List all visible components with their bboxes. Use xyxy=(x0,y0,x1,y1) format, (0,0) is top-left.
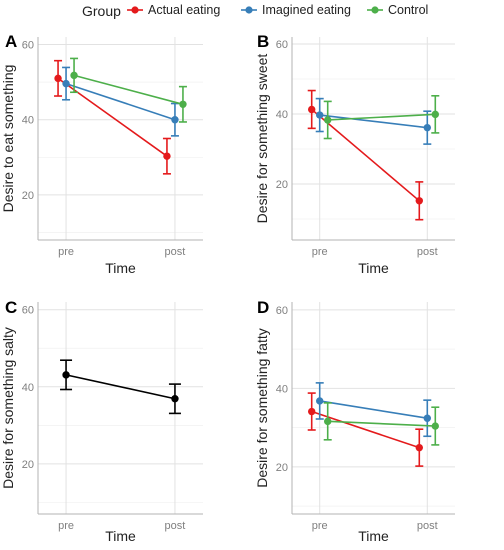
y-tick-label: 60 xyxy=(22,305,34,317)
panel-tag: B xyxy=(257,32,269,51)
x-axis-title: Time xyxy=(358,528,389,544)
data-point xyxy=(163,152,171,160)
data-point xyxy=(324,417,332,426)
y-tick-label: 60 xyxy=(276,305,288,317)
legend-title: Group xyxy=(82,3,121,19)
legend-key-dot xyxy=(131,6,139,14)
data-point xyxy=(431,422,439,430)
panel-b: B 20 40 60 pre post Time Desire for something s… xyxy=(254,32,455,276)
series-line xyxy=(57,77,168,157)
series xyxy=(307,392,424,467)
series-line xyxy=(319,114,428,129)
x-axis-title: Time xyxy=(105,528,136,544)
legend-entry: Actual eating xyxy=(127,3,220,17)
data-point xyxy=(308,105,316,114)
x-tick-label: post xyxy=(417,246,438,258)
y-tick-label: 60 xyxy=(22,40,34,52)
y-tick-label: 40 xyxy=(22,382,34,394)
y-axis-title: Desire for something salty xyxy=(0,327,16,489)
panel-c: C 20 40 60 pre post Time Desire for something s… xyxy=(0,298,203,544)
grid xyxy=(292,302,455,514)
data-point xyxy=(62,371,70,379)
y-tick-label: 20 xyxy=(22,190,34,202)
legend-label: Actual eating xyxy=(148,3,220,17)
x-tick-label: post xyxy=(165,520,186,532)
data-point xyxy=(423,123,431,132)
y-tick-label: 40 xyxy=(22,115,34,127)
legend-label: Imagined eating xyxy=(262,3,351,17)
series xyxy=(60,359,181,415)
series-line xyxy=(65,82,176,121)
series-line xyxy=(327,113,436,121)
y-axis-title: Desire for something fatty xyxy=(254,328,270,488)
grid xyxy=(38,302,203,514)
series xyxy=(323,402,440,446)
panel-d: D 20 40 60 pre post Time Desire for something f… xyxy=(254,298,455,544)
panel-tag: D xyxy=(257,298,269,317)
series xyxy=(54,59,171,175)
data-point xyxy=(316,111,324,119)
series xyxy=(62,66,179,137)
legend-entry: Imagined eating xyxy=(241,3,351,17)
data-point xyxy=(423,414,431,422)
y-tick-label: 20 xyxy=(276,179,288,191)
series-line xyxy=(311,410,420,449)
data-point xyxy=(171,116,179,124)
legend-entry: Control xyxy=(367,3,428,17)
grid xyxy=(292,37,455,240)
x-axis-title: Time xyxy=(358,260,389,276)
series-line xyxy=(311,108,420,202)
legend: Group Actual eating Imagined eating Contro… xyxy=(82,3,428,19)
data-point xyxy=(316,397,324,405)
series xyxy=(315,97,432,145)
series xyxy=(307,89,424,221)
legend-label: Control xyxy=(388,3,428,17)
data-point xyxy=(70,71,78,80)
y-tick-label: 20 xyxy=(276,462,288,474)
data-point xyxy=(324,116,332,124)
panel-tag: C xyxy=(5,298,17,317)
series-line xyxy=(327,420,436,427)
series xyxy=(315,382,432,438)
data-point xyxy=(171,395,179,403)
panel-tag: A xyxy=(5,32,17,51)
series xyxy=(70,57,187,123)
x-tick-label: pre xyxy=(58,520,74,532)
data-point xyxy=(62,79,70,88)
data-point xyxy=(415,443,423,452)
legend-key-dot xyxy=(371,6,379,14)
x-tick-label: post xyxy=(417,520,438,532)
legend-key-dot xyxy=(245,6,253,14)
x-tick-label: pre xyxy=(58,246,74,258)
y-tick-label: 60 xyxy=(276,39,288,51)
x-axis-title: Time xyxy=(105,260,136,276)
x-tick-label: post xyxy=(165,246,186,258)
series xyxy=(323,95,440,140)
x-tick-label: pre xyxy=(312,246,328,258)
data-point xyxy=(179,100,187,108)
y-axis-title: Desire to eat something xyxy=(0,65,16,213)
series-line xyxy=(319,400,428,419)
panels: A 20 40 60 pre post Time Desire to eat somethin… xyxy=(0,32,455,544)
y-axis-title: Desire for something sweet xyxy=(254,54,270,224)
x-tick-label: pre xyxy=(312,520,328,532)
series-line xyxy=(73,74,184,106)
data-point xyxy=(54,74,62,83)
series-line xyxy=(65,374,176,400)
data-point xyxy=(415,197,423,205)
y-tick-label: 20 xyxy=(22,459,34,471)
data-point xyxy=(308,407,316,416)
data-point xyxy=(431,110,439,119)
panel-a: A 20 40 60 pre post Time Desire to eat somethin… xyxy=(0,32,203,276)
y-tick-label: 40 xyxy=(276,109,288,121)
y-tick-label: 40 xyxy=(276,383,288,395)
